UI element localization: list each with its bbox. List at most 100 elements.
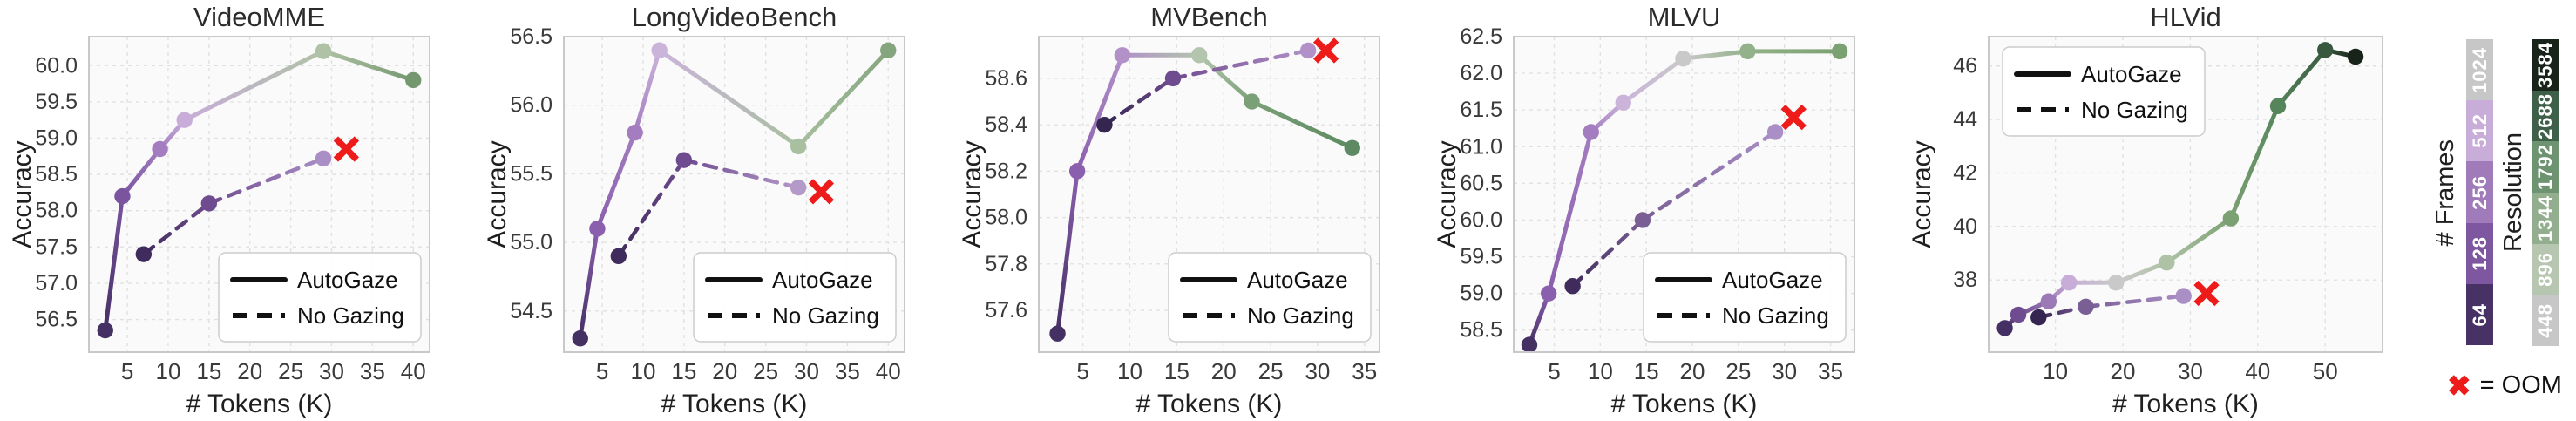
data-point [1583,124,1599,140]
colorbar-cell-value: 3584 [2533,41,2556,88]
series-segment [1570,218,1645,289]
x-tick-label: 5 [1548,358,1560,384]
x-tick-label: 30 [1305,358,1330,384]
data-point [315,150,332,167]
x-tick-label: 5 [1076,358,1088,384]
frames-colorbar-label-text: # Frames [2431,139,2459,247]
y-tick-label: 60.0 [35,53,78,78]
x-tick-label: 15 [1634,358,1659,384]
x-axis-label: # Tokens (K) [1135,390,1283,418]
series-no-gazing [1564,124,1784,295]
y-tick-label: 56.5 [510,24,552,49]
colorbar-cell-2688: 2688 [2532,90,2559,142]
colorbar-cell-64: 64 [2466,283,2493,345]
series-no-gazing [135,150,332,262]
y-tick-label: 58.4 [985,112,1027,137]
data-point [1096,116,1113,133]
data-point [2347,48,2364,65]
x-tick-label: 40 [401,358,426,384]
colorbar-cell-value: 448 [2533,302,2556,338]
x-tick-label: 20 [712,358,737,384]
x-tick-label: 10 [1588,358,1613,384]
colorbar-cell-1792: 1792 [2532,141,2559,193]
data-point [1164,70,1182,87]
data-point [1299,42,1317,59]
data-point [2108,275,2125,291]
data-point [176,112,193,128]
data-point [2159,255,2175,271]
oom-marker [333,136,360,162]
legend: AutoGaze No Gazing [1168,252,1372,343]
colorbar-column: # Frames 64 128 256 512 1024 Resolution 448 8… [2428,0,2576,421]
x-tick-label: 10 [155,358,180,384]
data-point [1675,51,1691,67]
legend-label-no-gazing: No Gazing [772,302,879,329]
x-tick-label: 30 [2178,358,2203,384]
y-tick-label: 59.5 [1460,245,1502,269]
data-point [315,43,332,59]
colorbar-cell-value: 1344 [2533,194,2556,241]
series-segment [1102,76,1176,127]
colorbar-cell-256: 256 [2466,161,2493,223]
series-segment [1680,49,1750,61]
data-point [1615,94,1631,111]
chart-panel-videomme: VideoMME Accuracy 5 10 15 20 25 30 35 40 56.5 57.… [0,0,475,421]
series-no-gazing [2030,288,2192,326]
data-point [1068,163,1086,180]
series-segment [1074,52,1125,173]
series-segment [207,156,326,206]
oom-legend: ✖ = OOM [2447,371,2562,400]
chart-plot-longvideobench: 5 10 15 20 25 30 35 40 54.5 55.0 55.5 56.0 56.5 AutoG… [510,24,905,384]
data-point [2060,275,2078,291]
series-segment [1546,129,1594,296]
y-tick-label: 54.5 [510,299,552,323]
legend: AutoGaze No Gazing [218,252,422,343]
y-tick-label: 57.5 [35,234,78,259]
colorbar-cell-value: 256 [2468,174,2491,210]
series-no-gazing [1096,42,1317,133]
x-tick-label: 25 [1725,358,1751,384]
y-tick-label: 58.0 [35,199,78,223]
series-segment [182,49,326,123]
data-point [97,322,113,339]
series-autogaze [572,42,897,347]
x-tick-label: 5 [121,358,133,384]
legend-label-autogaze: AutoGaze [1722,267,1823,293]
data-point [572,330,588,347]
data-point [200,195,218,212]
data-point [152,140,168,158]
colorbar-cell-896: 896 [2532,243,2559,295]
data-point [1831,43,1848,60]
series-segment [796,48,891,149]
chart-title: LongVideoBench [631,2,837,32]
x-tick-label: 25 [753,358,778,384]
colorbar-cell-value: 1792 [2533,144,2556,191]
y-tick-label: 55.5 [510,161,552,186]
series-segment [657,48,801,149]
frames-colorbar-label: # Frames [2431,39,2460,346]
y-tick-label: 42 [1953,160,1977,185]
x-tick-label: 25 [278,358,303,384]
y-tick-label: 56.0 [510,93,552,118]
series-segment [1250,99,1355,151]
x-tick-label: 40 [876,358,901,384]
colorbar-cell-value: 64 [2468,302,2491,327]
frames-colorbar: 64 128 256 512 1024 [2466,38,2493,345]
oom-marker [1780,104,1807,131]
series-segment [321,49,416,83]
series-segment [616,158,687,259]
data-point [1114,47,1131,64]
y-tick-label: 61.0 [1460,134,1502,159]
x-tick-label: 15 [196,358,221,384]
colorbar-cell-value: 128 [2468,235,2491,271]
series-segment [1640,130,1778,222]
data-point [1739,43,1756,60]
oom-x-icon: ✖ [2447,370,2471,402]
y-tick-label: 58.6 [985,66,1027,91]
data-point [1634,212,1651,228]
legend-label-no-gazing: No Gazing [1722,302,1829,329]
y-tick-label: 57.0 [35,271,78,295]
data-point [2317,42,2334,58]
chart-panel-longvideobench: LongVideoBench Accuracy 5 10 15 20 25 30 35 40 5… [475,0,950,421]
legend: AutoGaze No Gazing [1643,252,1847,343]
